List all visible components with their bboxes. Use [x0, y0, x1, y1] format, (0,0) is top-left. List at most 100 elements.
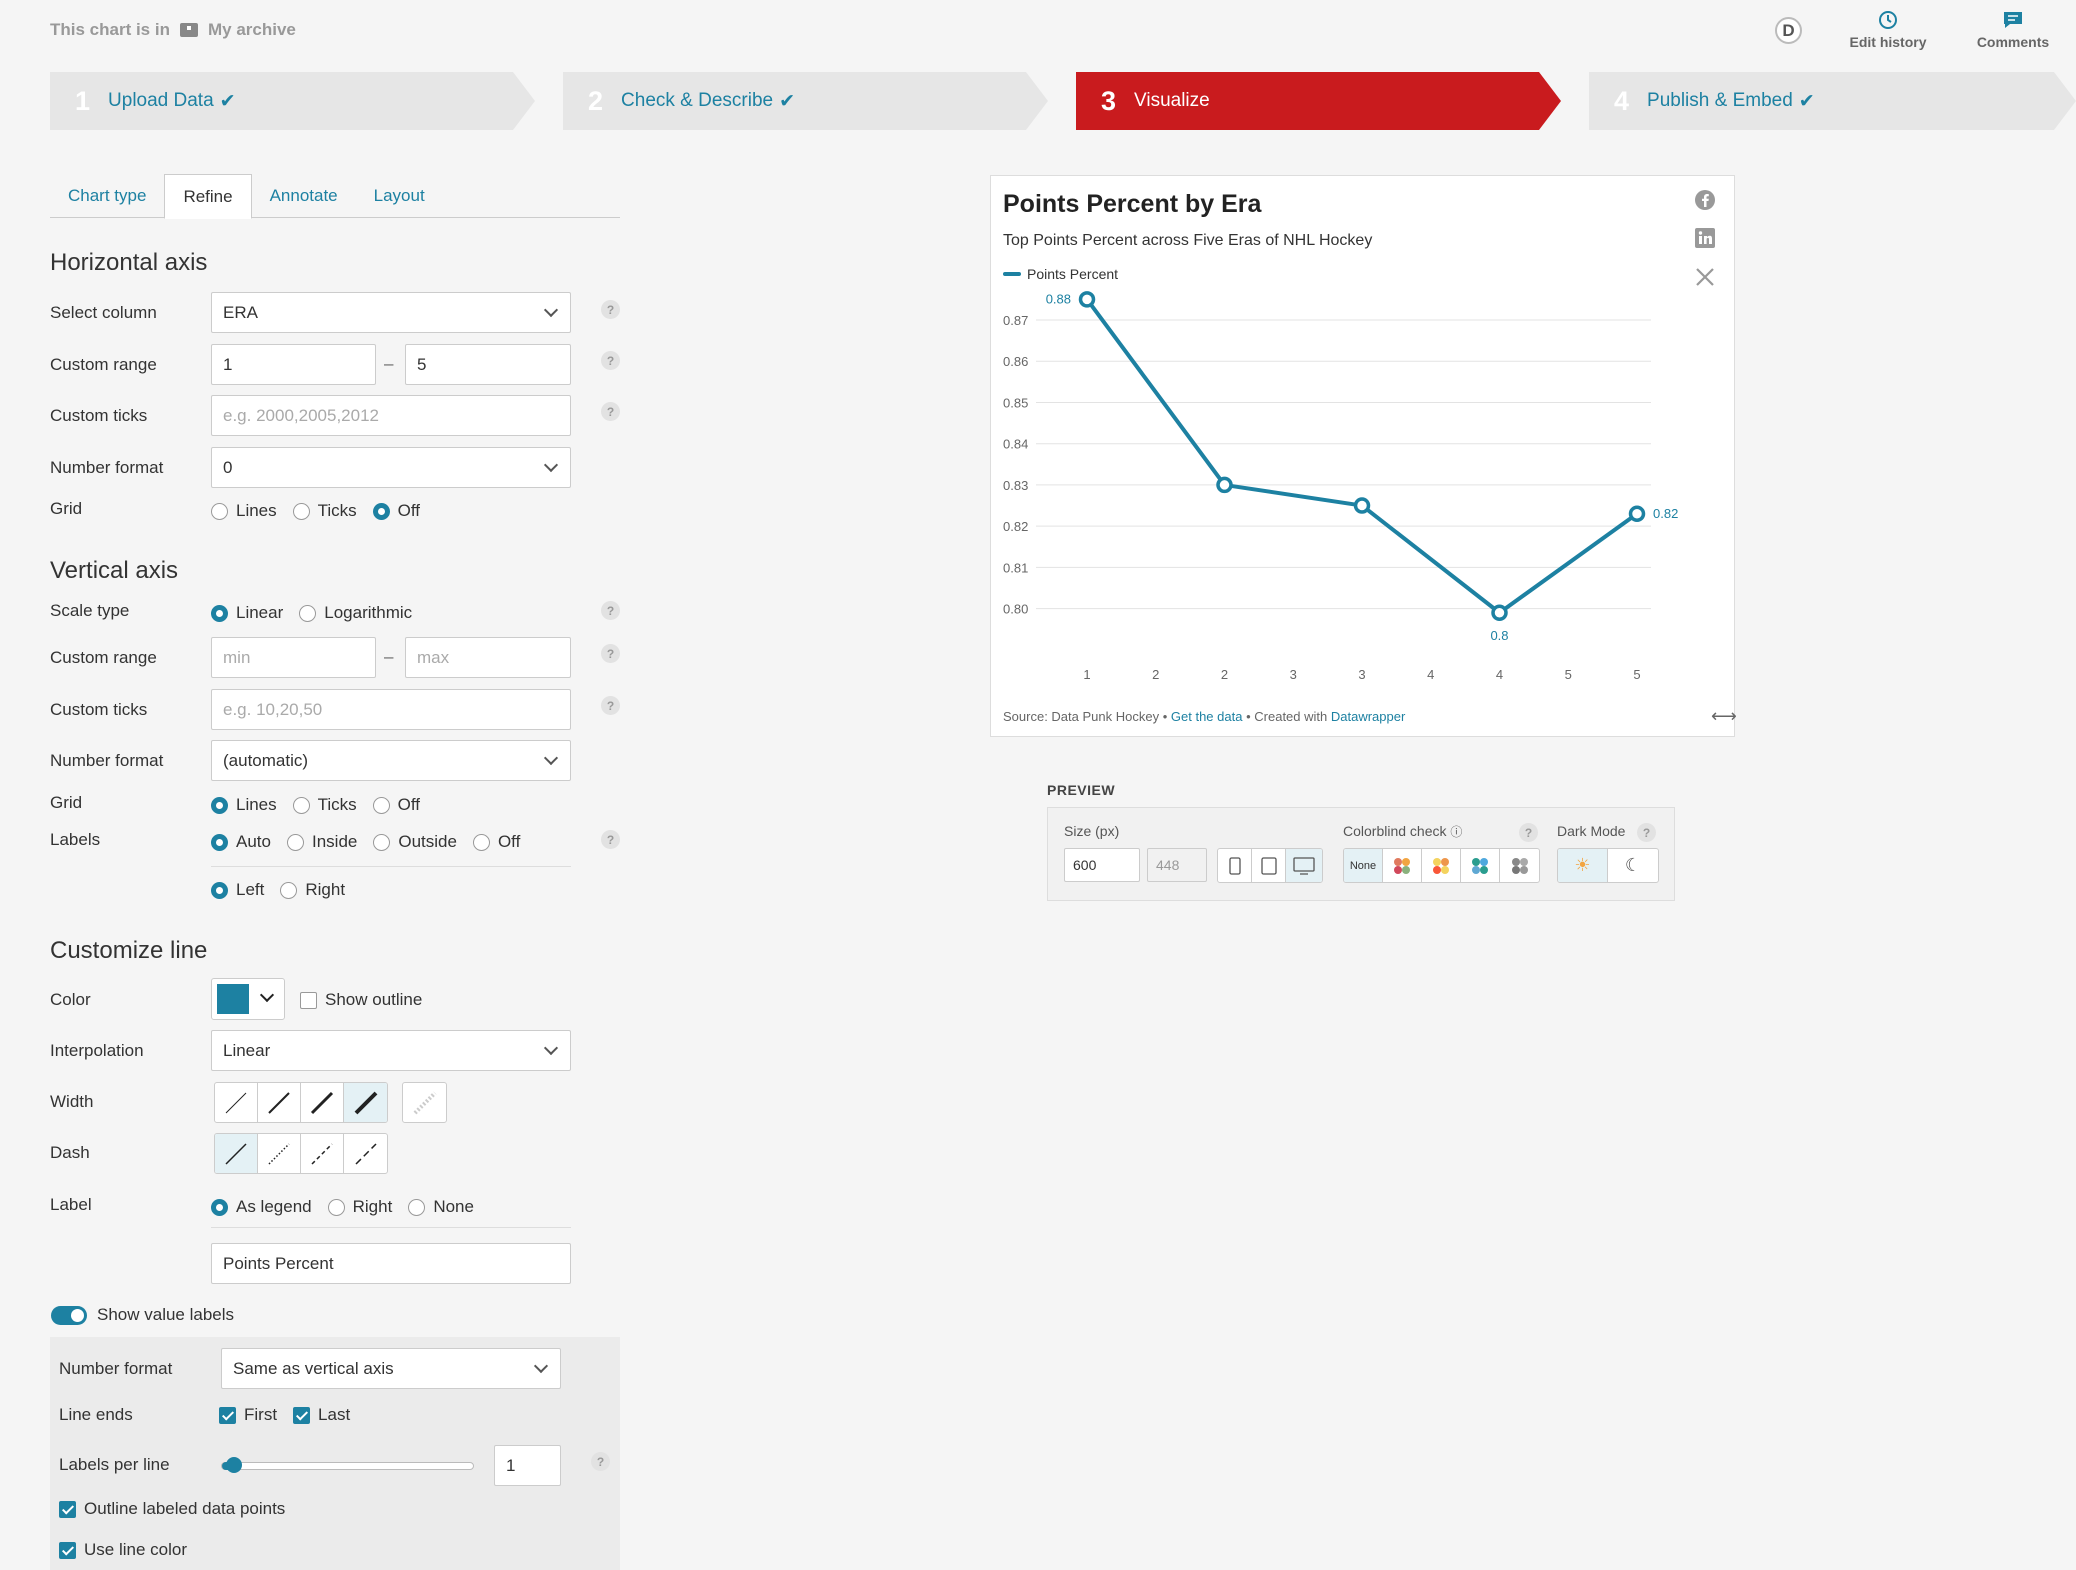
- step-publish-embed[interactable]: 4 Publish & Embed ✔: [1589, 72, 2076, 130]
- y-tick-label: 0.82: [1003, 519, 1028, 534]
- desktop-icon[interactable]: [1286, 849, 1322, 882]
- radio-lines[interactable]: Lines: [211, 795, 277, 815]
- data-point: [1353, 497, 1371, 514]
- radio-none[interactable]: None: [408, 1197, 474, 1217]
- toggle-switch[interactable]: [51, 1305, 87, 1325]
- linkedin-icon[interactable]: [1694, 227, 1716, 249]
- show-value-labels-label: Show value labels: [97, 1305, 235, 1324]
- radio-ticks[interactable]: Ticks: [292, 501, 357, 521]
- number-format-dropdown[interactable]: 0: [211, 447, 571, 488]
- dark-mode-group: ☀ ☾: [1557, 848, 1659, 883]
- colorblind-tritanopia-button[interactable]: [1461, 849, 1500, 882]
- labels-per-line-slider-track[interactable]: [221, 1457, 474, 1473]
- radio-auto[interactable]: Auto: [211, 832, 271, 852]
- custom-ticks-input[interactable]: e.g. 2000,2005,2012: [211, 395, 571, 436]
- facebook-icon[interactable]: [1694, 189, 1716, 211]
- step-upload-data[interactable]: 1 Upload Data ✔: [50, 72, 535, 130]
- radio-inside[interactable]: Inside: [286, 832, 357, 852]
- tablet-icon[interactable]: [1252, 849, 1286, 882]
- help-icon[interactable]: ?: [601, 300, 620, 319]
- last-checkbox[interactable]: Last: [293, 1405, 350, 1425]
- v-range-max-input[interactable]: max: [405, 637, 571, 678]
- tab-layout[interactable]: Layout: [373, 186, 425, 205]
- colorblind-protanopia-button[interactable]: [1383, 849, 1422, 882]
- tab-annotate[interactable]: Annotate: [269, 186, 338, 205]
- help-icon[interactable]: ?: [601, 351, 620, 370]
- colorblind-deuteranopia-button[interactable]: [1422, 849, 1461, 882]
- interpolation-dropdown[interactable]: Linear: [211, 1030, 571, 1071]
- step-check-describe[interactable]: 2 Check & Describe ✔: [563, 72, 1048, 130]
- width-thick-button[interactable]: [301, 1083, 344, 1122]
- width-normal-button[interactable]: [258, 1083, 301, 1122]
- dash-solid-button[interactable]: [215, 1134, 258, 1173]
- x-twitter-icon[interactable]: [1694, 266, 1716, 288]
- comments-button[interactable]: Comments: [1958, 10, 2068, 50]
- step-visualize[interactable]: 3 Visualize: [1076, 72, 1561, 130]
- help-icon[interactable]: ?: [601, 601, 620, 620]
- radio-off[interactable]: Off: [372, 501, 420, 521]
- radio-lines[interactable]: Lines: [211, 501, 277, 521]
- vl-number-format-dropdown[interactable]: Same as vertical axis: [221, 1348, 561, 1389]
- sun-icon[interactable]: ☀: [1558, 849, 1608, 882]
- help-icon[interactable]: ?: [1519, 823, 1538, 842]
- moon-icon[interactable]: ☾: [1624, 855, 1642, 875]
- radio-as-legend[interactable]: As legend: [211, 1197, 312, 1217]
- radio-ticks[interactable]: Ticks: [292, 795, 357, 815]
- use-line-color-checkbox[interactable]: Use line color: [59, 1540, 187, 1560]
- labels-per-line-input[interactable]: 1: [494, 1445, 561, 1486]
- help-icon[interactable]: ?: [601, 830, 620, 849]
- data-point: [1078, 291, 1096, 308]
- line-dash-group: [214, 1133, 388, 1174]
- datawrapper-link[interactable]: Datawrapper: [1330, 709, 1406, 724]
- radio-off[interactable]: Off: [472, 832, 520, 852]
- help-icon[interactable]: ?: [601, 696, 620, 715]
- v-grid-radio-group: Lines Ticks Off: [211, 795, 436, 815]
- preview-width-input[interactable]: 600: [1064, 848, 1140, 882]
- range-min-input[interactable]: 1: [211, 344, 376, 385]
- archive-link[interactable]: My archive: [207, 20, 296, 39]
- edit-history-button[interactable]: Edit history: [1833, 10, 1943, 50]
- dash-dotted-button[interactable]: [258, 1134, 301, 1173]
- help-icon[interactable]: ?: [591, 1452, 610, 1471]
- x-tick-label: 3: [1290, 667, 1297, 682]
- v-custom-ticks-input[interactable]: e.g. 10,20,50: [211, 689, 571, 730]
- colorblind-none-button[interactable]: None: [1344, 849, 1383, 882]
- x-tick-label: 2: [1152, 667, 1159, 682]
- show-value-labels-toggle[interactable]: Show value labels: [51, 1305, 234, 1325]
- dash-longdash-button[interactable]: [344, 1134, 387, 1173]
- show-outline-checkbox[interactable]: Show outline: [300, 990, 422, 1010]
- help-icon[interactable]: ?: [601, 402, 620, 421]
- radio-off[interactable]: Off: [372, 795, 420, 815]
- radio-linear[interactable]: Linear: [211, 603, 283, 623]
- slider-handle[interactable]: [226, 1457, 242, 1473]
- first-checkbox[interactable]: First: [219, 1405, 277, 1425]
- colorblind-grayscale-button[interactable]: [1500, 849, 1539, 882]
- radio-right[interactable]: Right: [280, 880, 345, 900]
- radio-left[interactable]: Left: [211, 880, 264, 900]
- width-thin-button[interactable]: [215, 1083, 258, 1122]
- chevron-down-icon: [259, 987, 275, 1003]
- dash-dashed-button[interactable]: [301, 1134, 344, 1173]
- line-label-input[interactable]: Points Percent: [211, 1243, 571, 1284]
- range-max-input[interactable]: 5: [405, 344, 571, 385]
- radio-outside[interactable]: Outside: [373, 832, 457, 852]
- tab-chart-type[interactable]: Chart type: [68, 186, 147, 205]
- color-picker-button[interactable]: [211, 978, 285, 1020]
- resize-handle-icon[interactable]: ⟷: [1711, 706, 1737, 726]
- get-data-link[interactable]: Get the data: [1170, 709, 1243, 724]
- outline-labeled-checkbox[interactable]: Outline labeled data points: [59, 1499, 285, 1519]
- width-thickest-button[interactable]: [344, 1083, 387, 1122]
- radio-logarithmic[interactable]: Logarithmic: [299, 603, 412, 623]
- width-custom-button[interactable]: [403, 1083, 446, 1122]
- help-icon[interactable]: ?: [601, 644, 620, 663]
- tab-refine[interactable]: Refine: [164, 174, 252, 219]
- folder-icon: [179, 23, 198, 37]
- select-column-dropdown[interactable]: ERA: [211, 292, 571, 333]
- user-avatar[interactable]: D: [1775, 17, 1802, 44]
- radio-right[interactable]: Right: [327, 1197, 392, 1217]
- v-range-min-input[interactable]: min: [211, 637, 376, 678]
- phone-icon[interactable]: [1218, 849, 1252, 882]
- data-point: [1216, 476, 1233, 494]
- help-icon[interactable]: ?: [1637, 823, 1656, 842]
- v-number-format-dropdown[interactable]: (automatic): [211, 740, 571, 781]
